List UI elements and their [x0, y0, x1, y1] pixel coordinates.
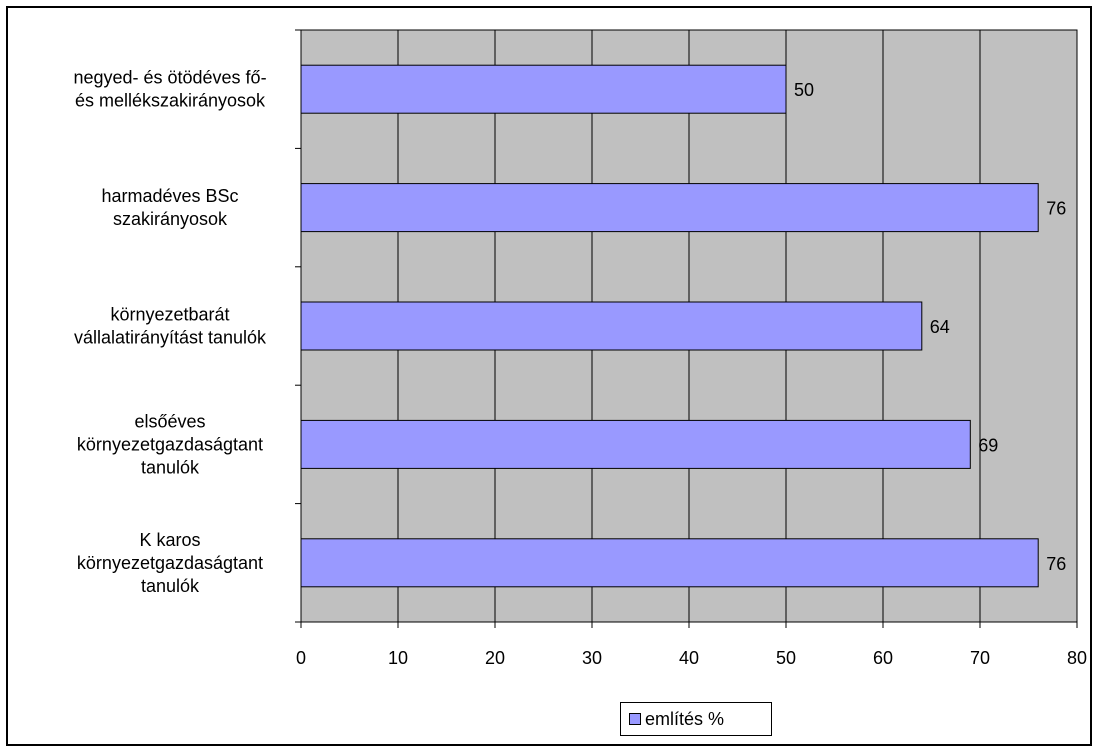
x-tick-label: 20 — [485, 648, 505, 668]
bar — [300, 301, 923, 351]
data-label: 64 — [930, 317, 950, 337]
x-tick-label: 10 — [388, 648, 408, 668]
category-label: tanulók — [141, 576, 200, 596]
x-tick-label: 80 — [1067, 648, 1087, 668]
category-label: negyed- és ötödéves fő- — [73, 68, 266, 88]
category-label: szakirányosok — [113, 209, 228, 229]
x-tick-label: 50 — [776, 648, 796, 668]
legend-label: említés % — [645, 708, 725, 729]
x-tick-label: 0 — [296, 648, 306, 668]
legend-swatch — [629, 713, 641, 725]
category-label: K karos — [139, 530, 200, 550]
category-label: környezetbarát — [110, 305, 229, 325]
data-label: 76 — [1046, 554, 1066, 574]
data-label: 50 — [794, 80, 814, 100]
category-label: környezetgazdaságtant — [77, 553, 263, 573]
category-label: és mellékszakirányosok — [75, 91, 266, 111]
bars — [300, 64, 1039, 588]
bar — [300, 183, 1039, 233]
category-label: tanulók — [141, 457, 200, 477]
x-tick-label: 60 — [873, 648, 893, 668]
category-label: harmadéves BSc — [101, 186, 238, 206]
x-tick-label: 30 — [582, 648, 602, 668]
axes — [295, 29, 1078, 628]
bar — [300, 538, 1039, 588]
data-label: 76 — [1046, 199, 1066, 219]
labels: 50 76 64 69 76 0 10 20 30 40 50 60 70 80 negyed- és öt… — [73, 68, 1087, 668]
category-label: vállalatirányítást tanulók — [74, 328, 267, 348]
bar — [300, 64, 787, 114]
bar — [300, 419, 971, 469]
data-label: 69 — [978, 435, 998, 455]
category-label: elsőéves — [134, 411, 205, 431]
x-tick-label: 70 — [970, 648, 990, 668]
legend: említés % — [620, 702, 772, 736]
category-label: környezetgazdaságtant — [77, 434, 263, 454]
x-tick-label: 40 — [679, 648, 699, 668]
